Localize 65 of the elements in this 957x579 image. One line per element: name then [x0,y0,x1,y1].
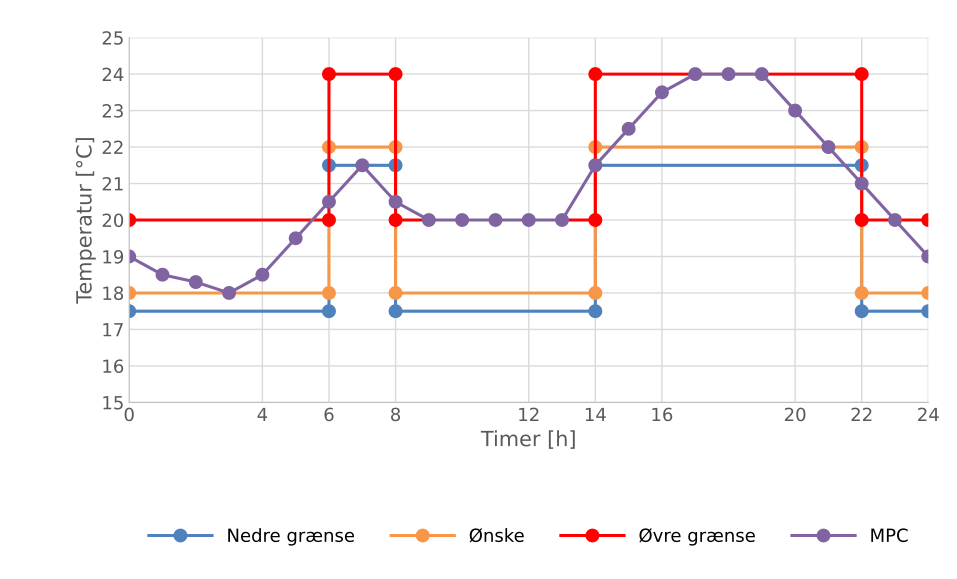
y-tick-label: 22 [102,140,123,154]
y-tick-label: 21 [102,177,123,190]
y-tick-label: 18 [103,286,124,300]
point [522,213,536,227]
point [322,213,336,227]
y-axis-title: Temperatur [°C] [76,138,96,304]
point [854,213,869,227]
point [555,213,569,227]
point [255,268,270,282]
point [188,275,203,289]
y-tick-label: 15 [103,396,123,410]
x-tick-label: 16 [652,408,672,422]
y-tick-label: 16 [103,359,124,374]
y-tick-label: 23 [102,104,123,118]
x-tick-label: 24 [918,408,939,421]
x-tick-label: 8 [391,408,400,422]
y-tick-label: 20 [102,213,124,228]
point [854,176,869,190]
y-tick-label: 17 [103,323,123,336]
point [455,213,470,227]
point [388,67,403,82]
point [355,158,370,172]
point [322,286,336,300]
x-tick-label: 12 [519,408,538,421]
point [722,67,736,82]
point [488,213,502,227]
legend-label: Ønske [470,528,524,542]
x-axis-title: Timer [h] [480,430,575,449]
point [888,213,902,227]
point [222,286,236,300]
legend-label: MPC [871,528,908,542]
y-tick-label: 25 [102,31,123,45]
point [388,194,403,209]
point [788,104,802,118]
point [688,67,702,82]
point [388,213,403,227]
point [754,67,769,82]
x-tick-label: 4 [258,408,268,421]
point [156,268,170,282]
point [322,194,336,209]
point [588,213,602,227]
point [588,286,602,300]
point [854,67,869,82]
point [622,122,636,136]
x-tick-label: 20 [784,408,806,422]
point [388,286,403,300]
legend-label: Øvre grænse [639,528,755,546]
point [588,304,602,318]
x-tick-label: 22 [852,408,872,421]
point [288,231,303,246]
point [854,304,869,318]
point [388,304,403,318]
y-tick-label: 24 [102,68,124,81]
x-tick-label: 14 [586,408,606,421]
y-tick-label: 19 [103,250,124,264]
point [322,67,336,82]
point [821,140,836,154]
point [854,286,869,300]
x-tick-label: 0 [124,408,134,422]
point [322,304,336,318]
point [588,67,602,82]
point [422,213,436,227]
legend-label: Nedre grænse [228,528,354,546]
x-tick-label: 6 [324,408,334,422]
point [654,85,669,100]
